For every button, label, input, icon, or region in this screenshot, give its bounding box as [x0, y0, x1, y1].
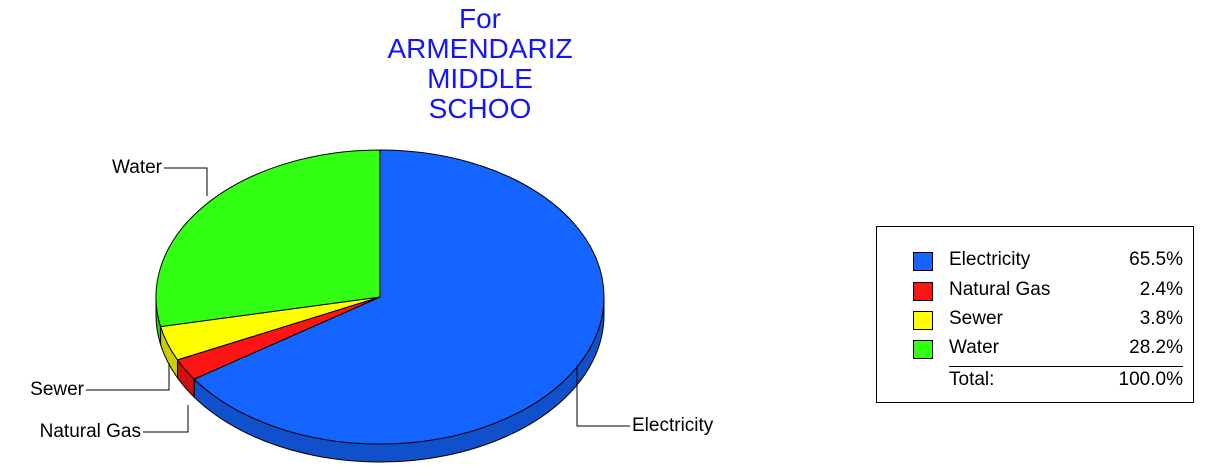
legend-label: Natural Gas: [949, 279, 1051, 300]
legend-percent: 28.2%: [1129, 337, 1183, 358]
legend-total-rule: [949, 366, 1183, 367]
legend-total-label: Total:: [949, 369, 995, 390]
callout-leader-electricity: [576, 366, 630, 427]
legend-swatch: [913, 282, 933, 301]
pie-slice-electricity: [193, 149, 605, 445]
callout-leader-sewer: [86, 363, 170, 391]
title-line: ARMENDARIZ: [387, 33, 573, 64]
title-line: MIDDLE: [427, 63, 533, 94]
legend-swatch: [913, 340, 933, 359]
title-line: SCHOO: [428, 93, 532, 124]
legend-swatch: [913, 311, 933, 330]
chart-title: For ARMENDARIZ MIDDLE SCHOO: [370, 4, 590, 124]
legend-label: Water: [949, 337, 999, 358]
legend-percent: 65.5%: [1129, 249, 1183, 270]
title-line: For: [459, 3, 501, 34]
legend-percent: 3.8%: [1139, 308, 1183, 329]
callout-leader-natural-gas: [143, 405, 189, 433]
callout-label-water: Water: [112, 157, 163, 178]
legend-item-electricity: Electricity 65.5%: [913, 249, 1183, 273]
pie-callouts: Electricity Natural Gas Sewer Water: [30, 157, 714, 442]
pie-tops: [155, 149, 605, 445]
legend-label: Electricity: [949, 249, 1031, 270]
pie-slice-water: [155, 149, 381, 328]
legend-item-water: Water 28.2%: [913, 337, 1183, 361]
legend-total-row: Total: 100.0%: [913, 369, 1183, 393]
legend-swatch: [913, 252, 933, 271]
callout-label-electricity: Electricity: [632, 415, 714, 436]
legend-item-natural-gas: Natural Gas 2.4%: [913, 279, 1183, 303]
legend: Electricity 65.5% Natural Gas 2.4% Sewer…: [876, 226, 1194, 403]
legend-total-value: 100.0%: [1118, 369, 1183, 390]
callout-leader-water: [164, 167, 208, 196]
legend-item-sewer: Sewer 3.8%: [913, 308, 1183, 332]
legend-label: Sewer: [949, 308, 1003, 329]
callout-label-sewer: Sewer: [30, 379, 85, 400]
callout-label-natural-gas: Natural Gas: [40, 421, 141, 442]
legend-percent: 2.4%: [1139, 279, 1183, 300]
